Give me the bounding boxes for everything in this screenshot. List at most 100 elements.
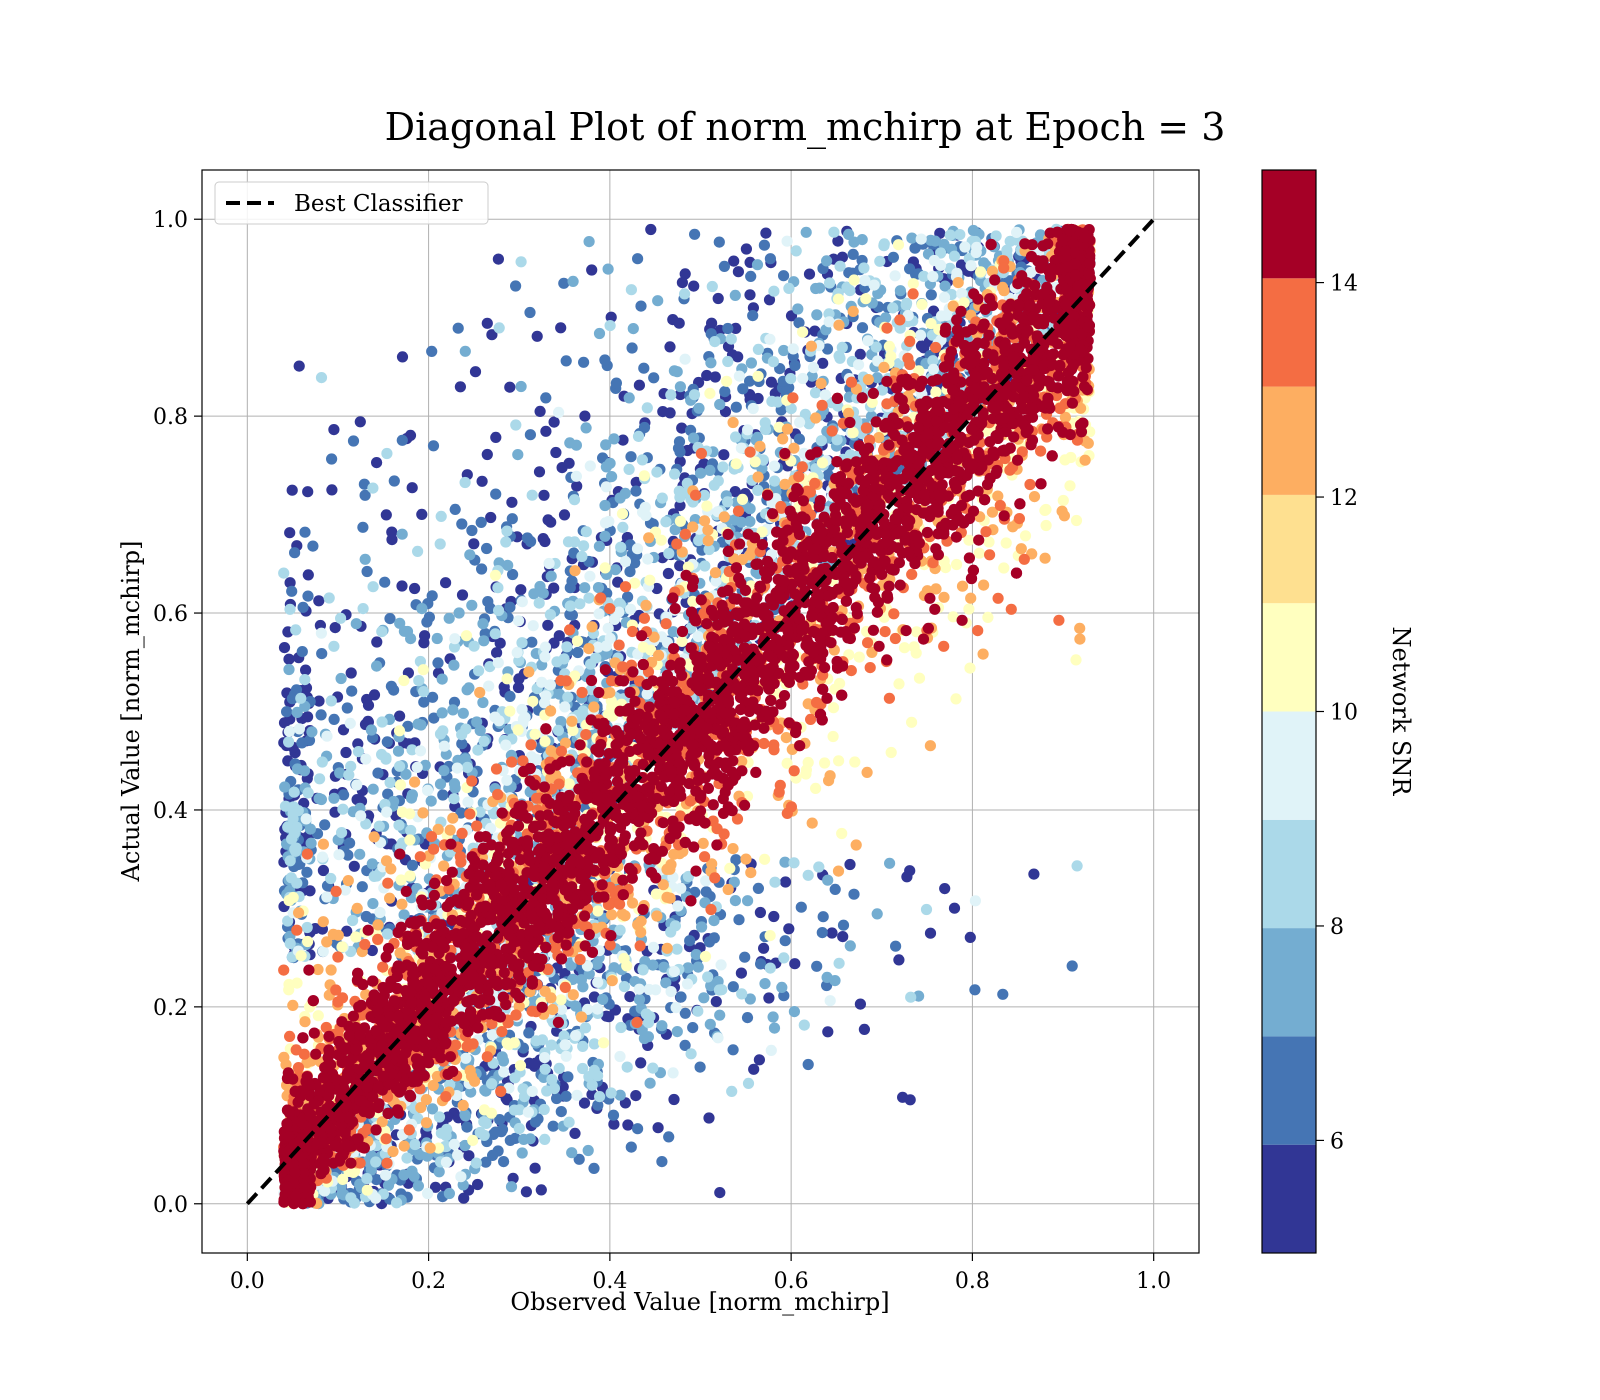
scatter-point xyxy=(699,950,712,963)
scatter-point xyxy=(300,664,312,676)
scatter-point xyxy=(719,386,731,398)
scatter-point xyxy=(977,648,989,660)
scatter-point xyxy=(516,637,528,649)
scatter-point xyxy=(790,245,802,257)
scatter-point xyxy=(745,270,757,282)
scatter-point xyxy=(436,707,448,719)
scatter-point xyxy=(278,642,291,654)
scatter-point xyxy=(752,471,764,483)
scatter-point xyxy=(709,336,721,348)
scatter-point xyxy=(834,677,846,690)
scatter-point xyxy=(904,263,916,275)
scatter-point xyxy=(983,536,995,548)
scatter-point xyxy=(778,952,790,964)
scatter-point xyxy=(476,563,488,575)
scatter-point xyxy=(736,493,749,505)
scatter-point xyxy=(466,599,478,611)
scatter-point xyxy=(299,674,311,686)
scatter-point xyxy=(456,589,469,601)
scatter-point xyxy=(408,1170,420,1182)
scatter-point xyxy=(278,567,290,579)
scatter-point xyxy=(781,423,794,435)
scatter-point xyxy=(706,280,718,293)
scatter-point xyxy=(752,343,765,355)
chart-title: Diagonal Plot of norm_mchirp at Epoch = … xyxy=(385,105,1226,150)
scatter-point xyxy=(747,310,759,322)
scatter-point xyxy=(478,635,490,647)
scatter-point xyxy=(667,1067,679,1079)
scatter-point xyxy=(379,576,391,588)
scatter-point xyxy=(767,356,780,368)
scatter-point xyxy=(293,723,305,735)
scatter-point xyxy=(862,374,875,386)
scatter-point xyxy=(491,647,503,659)
scatter-point xyxy=(416,508,428,520)
scatter-point xyxy=(769,475,781,487)
scatter-point xyxy=(498,1066,510,1078)
scatter-point xyxy=(448,793,460,805)
scatter-point xyxy=(618,952,630,965)
scatter-point xyxy=(409,776,421,788)
scatter-point xyxy=(486,329,498,341)
scatter-point xyxy=(469,366,482,378)
scatter-point xyxy=(500,739,512,751)
scatter-point xyxy=(704,464,716,476)
scatter-point xyxy=(1000,537,1012,549)
scatter-point xyxy=(300,813,312,825)
scatter-point xyxy=(688,389,701,401)
scatter-point xyxy=(858,1023,871,1035)
scatter-point xyxy=(753,1054,766,1066)
scatter-point xyxy=(503,1039,515,1051)
scatter-point xyxy=(600,1010,613,1022)
scatter-point xyxy=(560,1090,572,1102)
scatter-point xyxy=(533,597,545,609)
scatter-point xyxy=(730,401,742,413)
scatter-point xyxy=(647,1062,659,1074)
scatter-point xyxy=(809,387,822,399)
scatter-point xyxy=(373,820,385,832)
scatter-point xyxy=(370,1156,382,1168)
scatter-point xyxy=(563,457,575,469)
scatter-point xyxy=(998,562,1010,574)
scatter-point xyxy=(608,1118,620,1130)
scatter-point xyxy=(663,547,675,560)
scatter-point xyxy=(641,402,653,414)
scatter-point xyxy=(660,516,672,528)
scatter-point xyxy=(752,392,764,405)
scatter-point xyxy=(935,259,947,271)
scatter-point xyxy=(813,861,825,873)
scatter-point xyxy=(656,1156,668,1168)
scatter-point xyxy=(822,1026,834,1038)
scatter-point xyxy=(515,380,527,393)
scatter-point xyxy=(533,466,546,478)
scatter-point xyxy=(354,848,366,860)
scatter-point xyxy=(679,268,691,280)
scatter-point xyxy=(505,1181,518,1193)
scatter-point xyxy=(599,530,611,542)
scatter-point xyxy=(490,488,502,500)
scatter-point xyxy=(335,672,347,685)
scatter-point xyxy=(854,348,866,360)
scatter-point xyxy=(440,577,452,589)
scatter-point xyxy=(336,941,348,953)
scatter-point xyxy=(414,745,427,757)
scatter-point xyxy=(676,277,689,289)
scatter-point xyxy=(409,1138,421,1151)
scatter-point xyxy=(862,335,874,347)
scatter-point xyxy=(639,501,651,513)
scatter-point xyxy=(692,1005,704,1017)
scatter-point xyxy=(299,1016,311,1028)
scatter-point xyxy=(374,906,386,919)
scatter-point xyxy=(811,309,823,321)
scatter-point xyxy=(593,608,605,620)
scatter-point xyxy=(708,915,720,927)
scatter-point xyxy=(827,730,839,743)
scatter-point xyxy=(301,866,313,878)
scatter-point xyxy=(975,266,987,278)
scatter-point xyxy=(564,437,576,449)
scatter-point xyxy=(440,1130,452,1142)
scatter-point xyxy=(964,931,976,944)
scatter-point xyxy=(348,1197,360,1209)
scatter-point xyxy=(393,725,406,737)
